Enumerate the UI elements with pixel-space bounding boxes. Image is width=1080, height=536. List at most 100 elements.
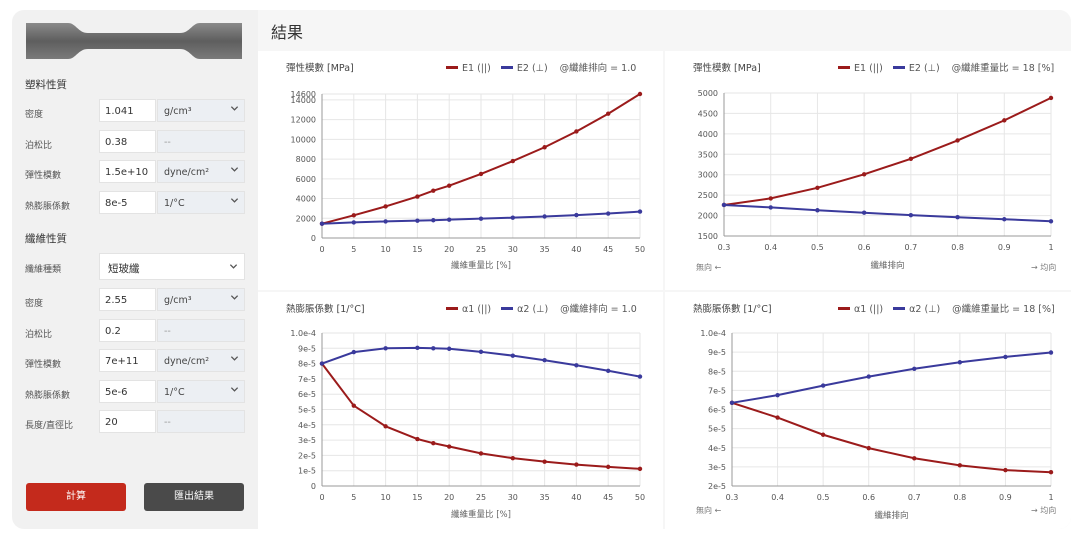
y-tick-label: 3000 (698, 171, 718, 180)
x-axis-label: 纖維排向 (870, 260, 904, 271)
plastic-cte-unit-select[interactable]: 1/°C (157, 191, 245, 214)
specimen-image (26, 23, 242, 59)
chart-note: @纖維排向 = 1.0 (560, 304, 637, 315)
legend-item-series2: E2 (⊥) (892, 63, 940, 74)
fiber-cte-label: 熱膨脹係數 (25, 391, 71, 401)
chart-modulus-vs-orientation: 1500 2000 2500 3000 3500 4000 4500 5000 0.3 0.4 0.… (665, 51, 1071, 290)
export-results-button[interactable]: 匯出結果 (144, 483, 244, 511)
x-tick-label: 0 (319, 493, 324, 502)
fiber-density-unit-select[interactable]: g/cm³ (157, 288, 245, 311)
x-tick-label: 45 (603, 493, 613, 502)
data-point (606, 464, 611, 470)
data-point (1003, 354, 1008, 360)
x-tick-label: 10 (381, 493, 391, 502)
x-tick-label: 35 (540, 245, 550, 254)
data-point (957, 360, 963, 365)
legend-label: E1 (||) (462, 63, 491, 74)
plastic-poisson-label: 泊松比 (25, 141, 53, 151)
data-point (478, 171, 484, 177)
data-point (542, 358, 547, 363)
fiber-aspect-ratio-input[interactable]: 20 (99, 410, 156, 433)
y-tick-label: 2000 (698, 212, 718, 221)
x-tick-label: 50 (635, 493, 645, 502)
x-left-hint: 無向 ← (696, 506, 722, 515)
data-point (815, 185, 820, 190)
series-line-1 (723, 97, 1052, 206)
y-tick-label: 9e-5 (708, 348, 726, 357)
unit-text: -- (164, 326, 171, 337)
fiber-cte-unit-select[interactable]: 1/°C (157, 380, 245, 403)
x-tick-label: 35 (540, 493, 550, 502)
x-tick-label: 30 (508, 493, 518, 502)
x-right-hint: → 均向 (1031, 263, 1057, 272)
x-tick-label: 15 (412, 493, 422, 502)
data-point (908, 212, 914, 218)
x-tick-label: 5 (351, 493, 356, 502)
x-tick-label: 0 (319, 245, 324, 254)
series-line-2 (731, 351, 1052, 404)
legend-item-series2: α2 (⊥) (893, 304, 940, 315)
fiber-poisson-input[interactable]: 0.2 (99, 319, 156, 342)
plastic-density-unit-select[interactable]: g/cm³ (157, 99, 245, 122)
data-point (866, 445, 871, 451)
plastic-modulus-unit-select[interactable]: dyne/cm² (157, 160, 245, 183)
x-tick-label: 0.8 (951, 243, 964, 252)
plastic-modulus-input[interactable]: 1.5e+10 (99, 160, 156, 183)
chart-title: 彈性模數 [MPa] (693, 63, 761, 74)
fiber-density-input[interactable]: 2.55 (99, 288, 156, 311)
data-point (510, 455, 515, 461)
legend-label: α1 (||) (462, 304, 492, 315)
chart-note: @纖維重量比 = 18 [%] (952, 304, 1055, 315)
series-line-2 (723, 203, 1052, 223)
data-point (383, 424, 388, 429)
data-point (1002, 118, 1007, 123)
legend-item-series1: α1 (||) (838, 304, 883, 315)
data-point (319, 361, 325, 366)
data-point (542, 145, 547, 150)
x-tick-label: 15 (412, 245, 422, 254)
data-point (637, 466, 643, 472)
fiber-modulus-unit-select[interactable]: dyne/cm² (157, 349, 245, 372)
x-tick-label: 0.3 (718, 243, 731, 252)
fiber-poisson-unit: -- (157, 319, 245, 342)
legend-label: α1 (||) (854, 304, 884, 315)
data-point (383, 219, 388, 224)
fiber-modulus-label: 彈性模數 (25, 360, 62, 370)
x-tick-label: 50 (635, 245, 645, 254)
results-title: 結果 (271, 23, 304, 42)
data-point (415, 194, 420, 199)
data-point (510, 215, 515, 220)
fiber-modulus-input[interactable]: 7e+11 (99, 349, 156, 372)
data-point (775, 415, 780, 420)
data-point (815, 208, 820, 213)
chart-title: 熱膨脹係數 [1/°C] (693, 304, 772, 315)
plastic-density-input[interactable]: 1.041 (99, 99, 156, 122)
fiber-type-value: 短玻纖 (108, 263, 140, 275)
x-tick-label: 0.8 (953, 493, 966, 502)
unit-text: g/cm³ (164, 106, 192, 117)
data-point (415, 345, 420, 351)
calculate-button[interactable]: 計算 (26, 483, 126, 511)
data-point (637, 374, 643, 379)
data-point (957, 463, 963, 468)
x-axis-label: 纖維重量比 [%] (451, 509, 511, 520)
chart-note: @纖維重量比 = 18 [%] (951, 63, 1055, 74)
plastic-cte-input[interactable]: 8e-5 (99, 191, 156, 214)
x-tick-label: 45 (603, 245, 613, 254)
fiber-type-select[interactable]: 短玻纖 (99, 253, 245, 280)
y-tick-label: 5e-5 (298, 406, 316, 415)
fiber-cte-input[interactable]: 5e-6 (99, 380, 156, 403)
app-window: 塑料性質 密度 1.041 g/cm³ 泊松比 0.38 -- 彈性模數 1.5… (12, 10, 1071, 529)
plastic-poisson-input[interactable]: 0.38 (99, 130, 156, 153)
data-point (1003, 467, 1008, 473)
legend-label: α2 (⊥) (909, 304, 941, 315)
y-tick-label: 2500 (698, 191, 718, 200)
data-point (729, 400, 735, 406)
results-area: 結果 0 2000 4000 6000 8000 10000 12000 14000 14600… (258, 10, 1071, 529)
data-point (775, 392, 780, 398)
unit-text: g/cm³ (164, 295, 192, 306)
legend-label: E2 (⊥) (908, 63, 940, 74)
chart-title: 彈性模數 [MPa] (286, 63, 354, 74)
data-point (447, 183, 452, 188)
